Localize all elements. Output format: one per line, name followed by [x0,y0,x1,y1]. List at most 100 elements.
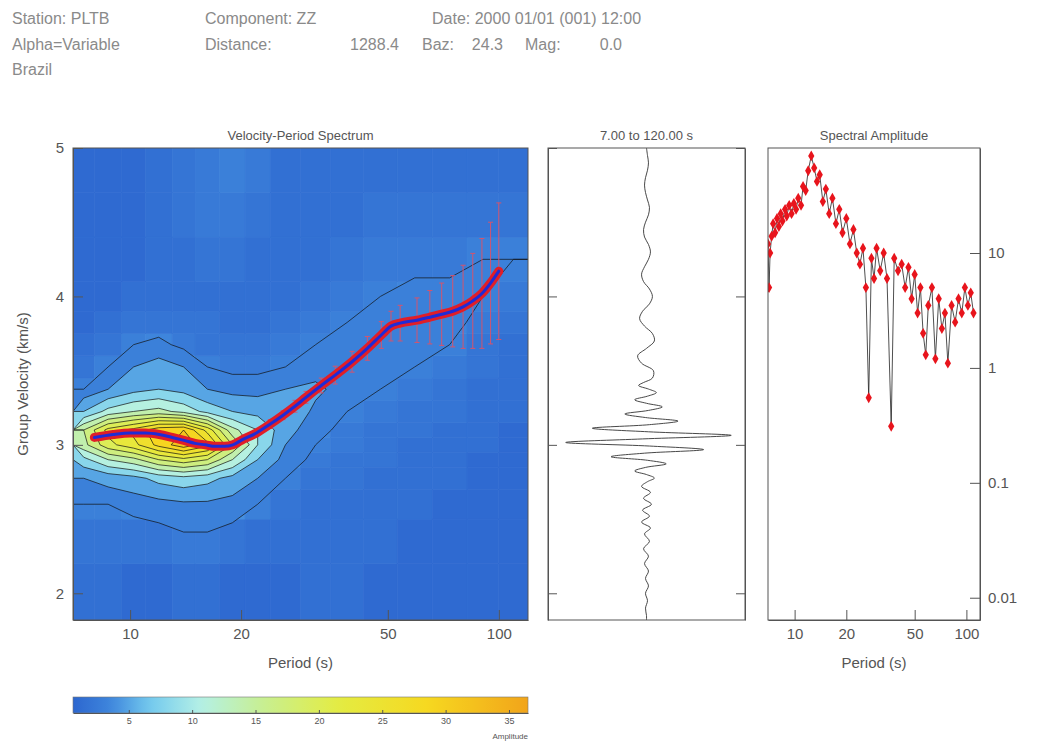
tick-mark [970,253,980,254]
heatmap-cell [331,193,364,238]
heatmap-cell [73,564,94,620]
heatmap-cell [467,452,499,467]
spectrum-point [798,200,804,211]
heatmap-cell [172,282,195,312]
spectrum-point [942,308,948,319]
header-text: Alpha=Variable [12,36,120,53]
heatmap-cell [331,519,364,564]
plot-area [566,148,731,620]
heatmap-cell [73,334,94,356]
header-text: 24.3 [472,36,503,53]
heatmap-cell [432,467,467,489]
heatmap-cell [499,148,528,193]
tick-mark [548,593,557,594]
heatmap-cell [499,467,528,489]
axis-title: Period (s) [268,654,333,671]
spectrum-point [833,218,839,229]
heatmap-cell [397,423,432,438]
heatmap-cell [73,148,94,193]
heatmap-cell [245,193,270,238]
spectrum-point [823,184,829,195]
heatmap-cell [432,356,467,378]
heatmap-cell [301,467,331,489]
spectrum-point [866,392,872,403]
heatmap-cell [467,437,499,452]
spectrum-point [768,282,772,293]
plot-area [73,148,528,620]
heatmap-cell [270,519,300,564]
heatmap-cell [499,452,528,467]
header-text: Distance: [205,36,272,53]
plot-frame [548,148,745,620]
tick: 35 [504,710,514,726]
tick-label: 10 [988,244,1005,261]
heatmap-cell [122,237,145,282]
heatmap-cell [270,564,300,620]
heatmap-cell [397,437,432,452]
panel-title: 7.00 to 120.00 s [600,128,694,143]
tick: 0.01 [970,589,1017,606]
heatmap-cell [467,400,499,422]
heatmap-cell [73,311,94,333]
heatmap-cell [94,311,122,333]
heatmap-cell [122,193,145,238]
heatmap-cell [364,467,397,489]
spectrum-point [854,248,860,259]
spectrum-point [768,248,773,259]
spectrum-point [803,185,809,196]
spectrum-point [829,193,835,204]
heatmap-cell [270,193,300,238]
heatmap-cell [432,423,467,438]
spectrum-point [784,211,790,222]
plot-area [768,150,977,431]
heatmap-cell [122,564,145,620]
tick-mark [446,710,447,713]
tick-label: 100 [954,625,979,642]
heatmap-cell [331,564,364,620]
axis-title: Period (s) [841,654,906,671]
tick: 50 [907,610,924,642]
axis-title: Group Velocity (km/s) [14,312,31,455]
heatmap-cell [245,237,270,282]
heatmap-cell [364,148,397,193]
heatmap-cell [499,378,528,400]
tick-mark [736,296,745,297]
heatmap-cell [499,334,528,356]
heatmap-cell [270,282,300,312]
heatmap-cell [245,564,270,620]
tick-label: 35 [504,716,514,726]
spectrum-point [811,163,817,174]
heatmap-cell [331,489,364,519]
heatmap-cell [172,148,195,193]
heatmap-cell [499,437,528,452]
heatmap-cell [301,489,331,519]
spectrum-point [965,300,971,311]
heatmap-cell [499,423,528,438]
heatmap-cell [195,334,220,356]
heatmap-cell [397,564,432,620]
tick [548,445,557,446]
axis: 102050100 [769,610,981,642]
heatmap-cell [331,282,364,312]
axis-line [74,713,529,714]
spectrum-point [839,227,845,238]
heatmap-cell [220,564,245,620]
tick-mark [499,610,500,620]
heatmap-cell [73,356,94,378]
heatmap-cell [220,193,245,238]
tick-label: 50 [907,625,924,642]
heatmap-cell [499,519,528,564]
dispersion-curve [94,271,498,446]
spectrum-point [929,282,935,293]
spectrum-point [843,213,849,224]
heatmap-cell [195,193,220,238]
heatmap-cell [499,356,528,378]
axis: 0.010.1110 [970,149,1017,621]
heatmap-cell [301,193,331,238]
spectrum-point [920,328,926,339]
heatmap-cell [122,148,145,193]
spectrum-point [912,269,918,280]
spectrum-point [850,224,856,235]
heatmap-cell [73,193,94,238]
heatmap-cell [195,282,220,312]
